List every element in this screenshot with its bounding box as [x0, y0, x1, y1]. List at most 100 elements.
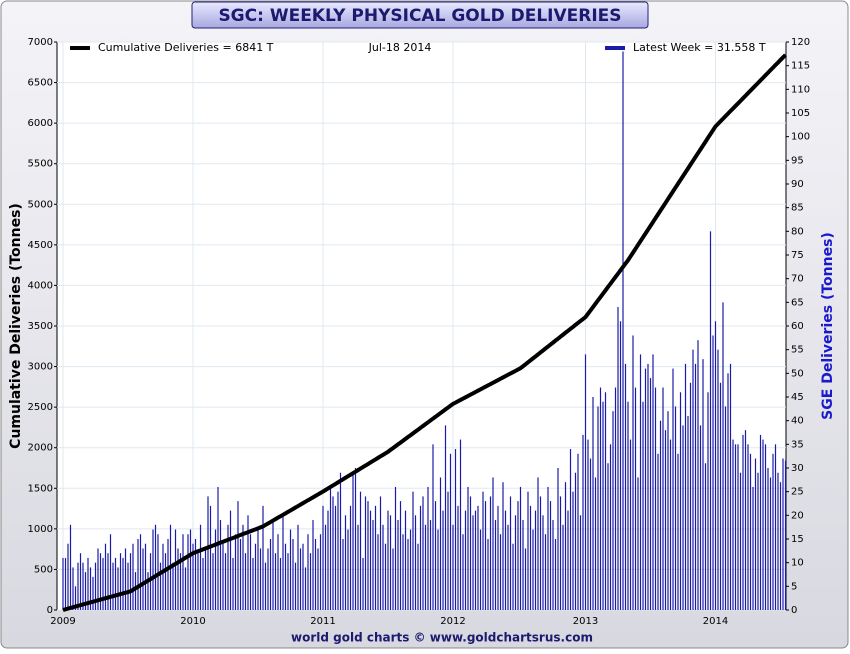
bar	[262, 505, 264, 610]
bar	[642, 401, 644, 610]
bar	[344, 515, 347, 610]
bar	[99, 553, 102, 610]
bar	[469, 496, 472, 610]
bar	[707, 392, 709, 610]
bar	[447, 491, 449, 610]
bar	[394, 486, 397, 610]
bar	[532, 529, 534, 610]
y2-axis-title: SGE Deliveries (Tonnes)	[820, 232, 836, 420]
bar	[354, 468, 357, 610]
bar	[352, 472, 354, 610]
bar	[382, 524, 384, 610]
bar	[152, 529, 154, 610]
bar	[434, 501, 437, 610]
bar	[432, 444, 434, 610]
bar	[94, 562, 97, 610]
bar	[64, 557, 67, 610]
bar	[317, 548, 319, 610]
bar	[62, 557, 64, 610]
bar	[534, 510, 537, 610]
bar	[267, 548, 269, 610]
bar	[687, 415, 689, 610]
bar	[609, 444, 612, 610]
bar	[627, 401, 629, 610]
bar	[709, 231, 712, 611]
y2-tick-label: 10	[791, 558, 804, 569]
bar	[192, 543, 194, 610]
bar	[259, 548, 262, 610]
bar	[622, 51, 624, 610]
bar	[752, 486, 754, 610]
bar	[244, 553, 247, 610]
bar	[264, 562, 267, 610]
bar	[212, 553, 214, 610]
bar	[477, 505, 479, 610]
bar	[644, 368, 647, 610]
bar	[459, 439, 462, 610]
bar	[699, 425, 702, 610]
x-tick-label: 2014	[703, 616, 728, 627]
bar	[242, 524, 244, 610]
bar	[764, 444, 767, 610]
bar	[167, 539, 169, 610]
bar	[769, 477, 772, 610]
bar	[74, 586, 77, 610]
bar	[482, 491, 484, 610]
bar	[147, 572, 149, 610]
y2-tick-label: 95	[791, 155, 804, 166]
bar	[767, 468, 769, 610]
y-tick-label: 5000	[28, 199, 53, 210]
bar	[679, 392, 682, 610]
bar	[654, 387, 657, 610]
y2-tick-label: 5	[791, 581, 797, 592]
bar	[579, 515, 582, 610]
bar	[724, 406, 727, 610]
bar	[714, 321, 717, 610]
bar	[107, 553, 109, 610]
bar	[582, 434, 584, 610]
bar	[492, 477, 494, 610]
bar	[282, 515, 284, 610]
bar	[442, 510, 444, 610]
x-tick-label: 2011	[310, 616, 335, 627]
bar	[602, 401, 604, 610]
bar	[377, 534, 379, 610]
bar	[612, 411, 614, 610]
bar	[412, 491, 414, 610]
bar	[577, 453, 579, 610]
bar	[487, 539, 489, 610]
bar	[199, 524, 202, 610]
bar	[314, 539, 317, 610]
bar	[739, 472, 742, 610]
bar	[647, 363, 649, 610]
bar	[217, 486, 219, 610]
line	[62, 53, 787, 612]
bar	[204, 548, 207, 610]
bar	[187, 534, 189, 610]
bar	[239, 539, 242, 610]
bar	[562, 524, 564, 610]
bar	[424, 524, 427, 610]
bar	[162, 543, 164, 610]
bar	[639, 354, 642, 610]
bar	[734, 444, 737, 610]
bar	[247, 515, 249, 610]
bar	[427, 486, 429, 610]
bar	[144, 543, 147, 610]
bar	[102, 557, 104, 610]
bar	[219, 520, 222, 610]
bar	[189, 529, 192, 610]
bar	[594, 477, 597, 610]
bar	[84, 572, 87, 610]
y-tick-label: 6500	[28, 78, 53, 89]
y-tick-label: 7000	[28, 37, 53, 48]
bar	[512, 543, 514, 610]
bar	[557, 468, 559, 610]
bar	[279, 557, 282, 610]
bar	[384, 543, 387, 610]
y-tick-label: 3500	[28, 321, 53, 332]
y2-tick-label: 85	[791, 203, 804, 214]
bar	[604, 392, 607, 610]
y-tick-label: 2500	[28, 402, 53, 413]
